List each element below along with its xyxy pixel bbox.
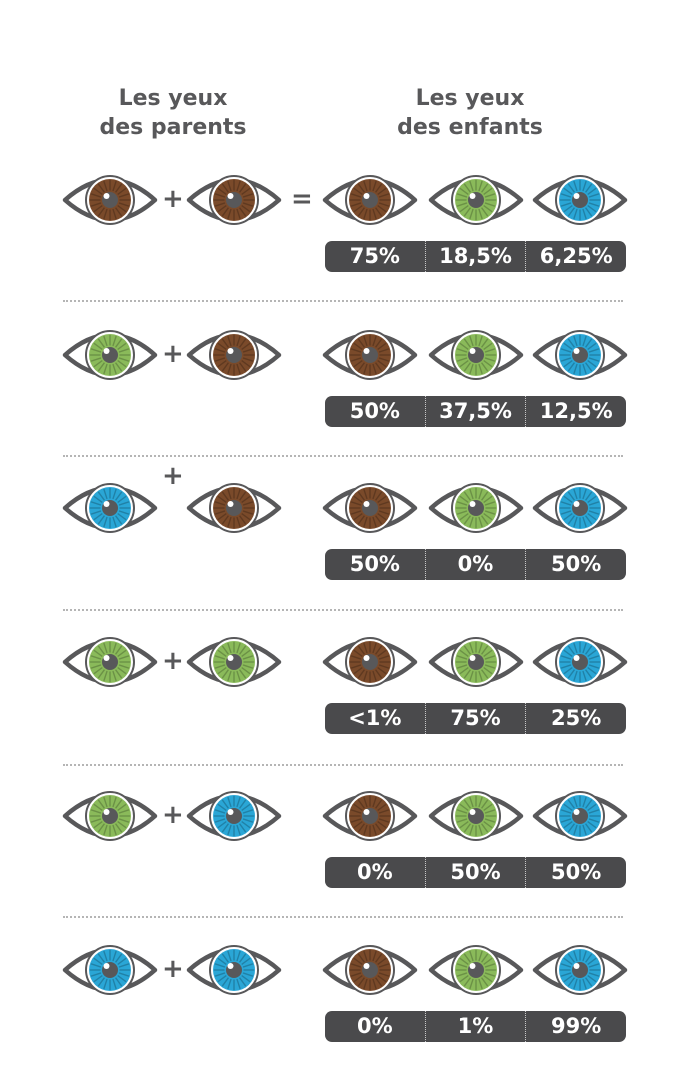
child-blue-eye-icon — [532, 172, 628, 228]
parent1-green-eye-icon — [62, 634, 158, 690]
equals-sign: = — [291, 184, 313, 214]
combination-row: +50% 0% 50% — [0, 463, 691, 628]
parent1-blue-eye-icon — [62, 942, 158, 998]
child-green-eye-icon — [428, 942, 524, 998]
parents-header: Les yeux des parents — [88, 84, 258, 142]
parent1-blue-eye-icon — [62, 480, 158, 536]
percentage-blue: 12,5% — [525, 396, 626, 427]
child-brown-eye-icon — [322, 634, 418, 690]
child-blue-eye-icon — [532, 942, 628, 998]
combination-row: +0% 50% 50% — [0, 786, 691, 936]
percentage-brown: 75% — [349, 244, 400, 268]
children-header-line2: des enfants — [397, 115, 543, 140]
combination-row: + <1% 75% 25% — [0, 632, 691, 782]
parent2-brown-eye-icon — [186, 327, 282, 383]
combination-row: +0% 1% 99% — [0, 940, 691, 1090]
child-green-eye-icon — [428, 172, 524, 228]
percentage-blue: 50% — [525, 857, 626, 888]
parent1-green-eye-icon — [62, 327, 158, 383]
percentage-brown: 0% — [357, 1014, 393, 1038]
child-green-eye-icon — [428, 327, 524, 383]
children-header: Les yeux des enfants — [375, 84, 565, 142]
combination-row: +50% 37,5% 12,5% — [0, 325, 691, 475]
child-green-eye-icon — [428, 788, 524, 844]
plus-sign: + — [162, 461, 184, 491]
percentage-green: 50% — [424, 857, 526, 888]
percentage-brown: <1% — [348, 706, 402, 730]
child-blue-eye-icon — [532, 634, 628, 690]
percentage-blue: 25% — [525, 703, 626, 734]
parent1-green-eye-icon — [62, 788, 158, 844]
parent2-brown-eye-icon — [186, 480, 282, 536]
percentage-green: 18,5% — [424, 241, 526, 272]
percentage-bar: <1% 75% 25% — [325, 703, 626, 734]
plus-sign: + — [162, 646, 184, 676]
plus-sign: + — [162, 339, 184, 369]
percentage-green: 0% — [424, 549, 526, 580]
parent2-blue-eye-icon — [186, 788, 282, 844]
parent2-blue-eye-icon — [186, 942, 282, 998]
percentage-green: 1% — [424, 1011, 526, 1042]
plus-sign: + — [162, 954, 184, 984]
row-separator — [63, 609, 623, 611]
child-blue-eye-icon — [532, 327, 628, 383]
percentage-green: 37,5% — [424, 396, 526, 427]
percentage-brown: 50% — [349, 552, 400, 576]
percentage-blue: 99% — [525, 1011, 626, 1042]
row-separator — [63, 300, 623, 302]
parents-header-line1: Les yeux — [118, 86, 228, 111]
parent2-brown-eye-icon — [186, 172, 282, 228]
percentage-bar: 50% 0% 50% — [325, 549, 626, 580]
child-blue-eye-icon — [532, 480, 628, 536]
row-separator — [63, 455, 623, 457]
child-green-eye-icon — [428, 634, 524, 690]
percentage-brown: 0% — [357, 860, 393, 884]
child-brown-eye-icon — [322, 480, 418, 536]
child-brown-eye-icon — [322, 788, 418, 844]
percentage-bar: 0% 1% 99% — [325, 1011, 626, 1042]
child-brown-eye-icon — [322, 172, 418, 228]
combination-row: + = 75% 18,5% 6,25% — [0, 170, 691, 320]
percentage-blue: 6,25% — [525, 241, 626, 272]
percentage-green: 75% — [424, 703, 526, 734]
percentage-bar: 75% 18,5% 6,25% — [325, 241, 626, 272]
child-blue-eye-icon — [532, 788, 628, 844]
child-brown-eye-icon — [322, 327, 418, 383]
plus-sign: + — [162, 800, 184, 830]
row-separator — [63, 916, 623, 918]
row-separator — [63, 764, 623, 766]
percentage-bar: 0% 50% 50% — [325, 857, 626, 888]
child-brown-eye-icon — [322, 942, 418, 998]
children-header-line1: Les yeux — [415, 86, 525, 111]
child-green-eye-icon — [428, 480, 524, 536]
percentage-blue: 50% — [525, 549, 626, 580]
parent1-brown-eye-icon — [62, 172, 158, 228]
parent2-green-eye-icon — [186, 634, 282, 690]
plus-sign: + — [162, 184, 184, 214]
percentage-bar: 50% 37,5% 12,5% — [325, 396, 626, 427]
parents-header-line2: des parents — [99, 115, 247, 140]
percentage-brown: 50% — [349, 399, 400, 423]
